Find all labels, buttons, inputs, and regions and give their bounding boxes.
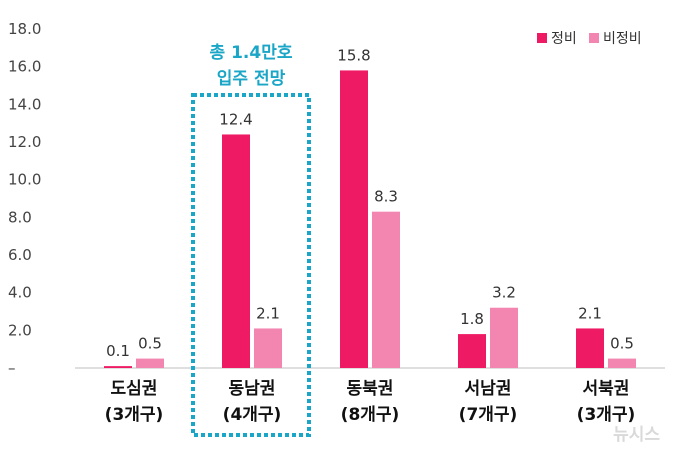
category-label: 서남권 xyxy=(465,379,512,399)
y-tick-label: 10.0 xyxy=(8,171,41,189)
annotation: 총 1.4만호 입주 전망 xyxy=(191,43,311,437)
bar-jeongbi xyxy=(458,334,486,368)
bar-bijeongbi xyxy=(490,307,518,368)
bar-bijeongbi xyxy=(608,358,636,368)
bars xyxy=(104,70,636,368)
value-label: 0.5 xyxy=(610,335,634,353)
y-tick-label: 4.0 xyxy=(8,284,32,302)
category-labels: 도심권 (3개구) 동남권 (4개구) 동북권 (8개구) 서남권 (7개구) 서북권 (3개구) xyxy=(105,379,636,425)
category-label: 서북권 xyxy=(583,379,630,399)
value-label: 1.8 xyxy=(460,310,484,328)
annotation-line2: 입주 전망 xyxy=(217,69,286,89)
category-label: 동남권 xyxy=(229,379,276,399)
bar-jeongbi xyxy=(104,366,132,368)
legend: 정비 비정비 xyxy=(537,31,642,47)
bar-jeongbi xyxy=(340,70,368,368)
category-label: 도심권 xyxy=(111,379,158,399)
bar-jeongbi xyxy=(222,134,250,368)
legend-swatch-jeongbi xyxy=(537,33,547,43)
y-tick-label: 12.0 xyxy=(8,133,41,151)
legend-label-jeongbi: 정비 xyxy=(551,31,577,47)
y-tick-label: 8.0 xyxy=(8,208,32,226)
category-sublabel: (3개구) xyxy=(577,405,636,425)
y-tick-label: 18.0 xyxy=(8,20,41,38)
category-label: 동북권 xyxy=(347,379,394,399)
y-tick-label: 16.0 xyxy=(8,58,41,76)
category-sublabel: (3개구) xyxy=(105,405,164,425)
value-labels: 0.1 0.5 12.4 2.1 15.8 8.3 1.8 3.2 2.1 0.5 xyxy=(106,46,634,360)
value-label: 15.8 xyxy=(337,46,370,64)
category-sublabel: (7개구) xyxy=(459,405,518,425)
value-label: 8.3 xyxy=(374,188,398,206)
annotation-line1: 총 1.4만호 xyxy=(210,43,293,63)
legend-swatch-bijeongbi xyxy=(589,33,599,43)
value-label: 0.1 xyxy=(106,342,130,360)
y-tick-label: 14.0 xyxy=(8,95,41,113)
value-label: 2.1 xyxy=(256,304,280,322)
value-label: 3.2 xyxy=(492,284,516,302)
bar-bijeongbi xyxy=(372,211,400,368)
category-sublabel: (8개구) xyxy=(341,405,400,425)
annotation-dotted-box xyxy=(191,93,311,437)
value-label: 0.5 xyxy=(138,335,162,353)
legend-label-bijeongbi: 비정비 xyxy=(603,31,642,47)
y-axis: – 2.0 4.0 6.0 8.0 10.0 12.0 14.0 16.0 18.0 xyxy=(8,20,41,377)
value-label: 12.4 xyxy=(219,110,252,128)
y-tick-label: 6.0 xyxy=(8,246,32,264)
value-label: 2.1 xyxy=(578,304,602,322)
bar-bijeongbi xyxy=(254,328,282,368)
bar-jeongbi xyxy=(576,328,604,368)
watermark-text: 뉴시스 xyxy=(613,425,660,445)
category-sublabel: (4개구) xyxy=(223,405,282,425)
y-tick-label: 2.0 xyxy=(8,321,32,339)
y-tick-label: – xyxy=(8,359,16,377)
bar-bijeongbi xyxy=(136,358,164,368)
